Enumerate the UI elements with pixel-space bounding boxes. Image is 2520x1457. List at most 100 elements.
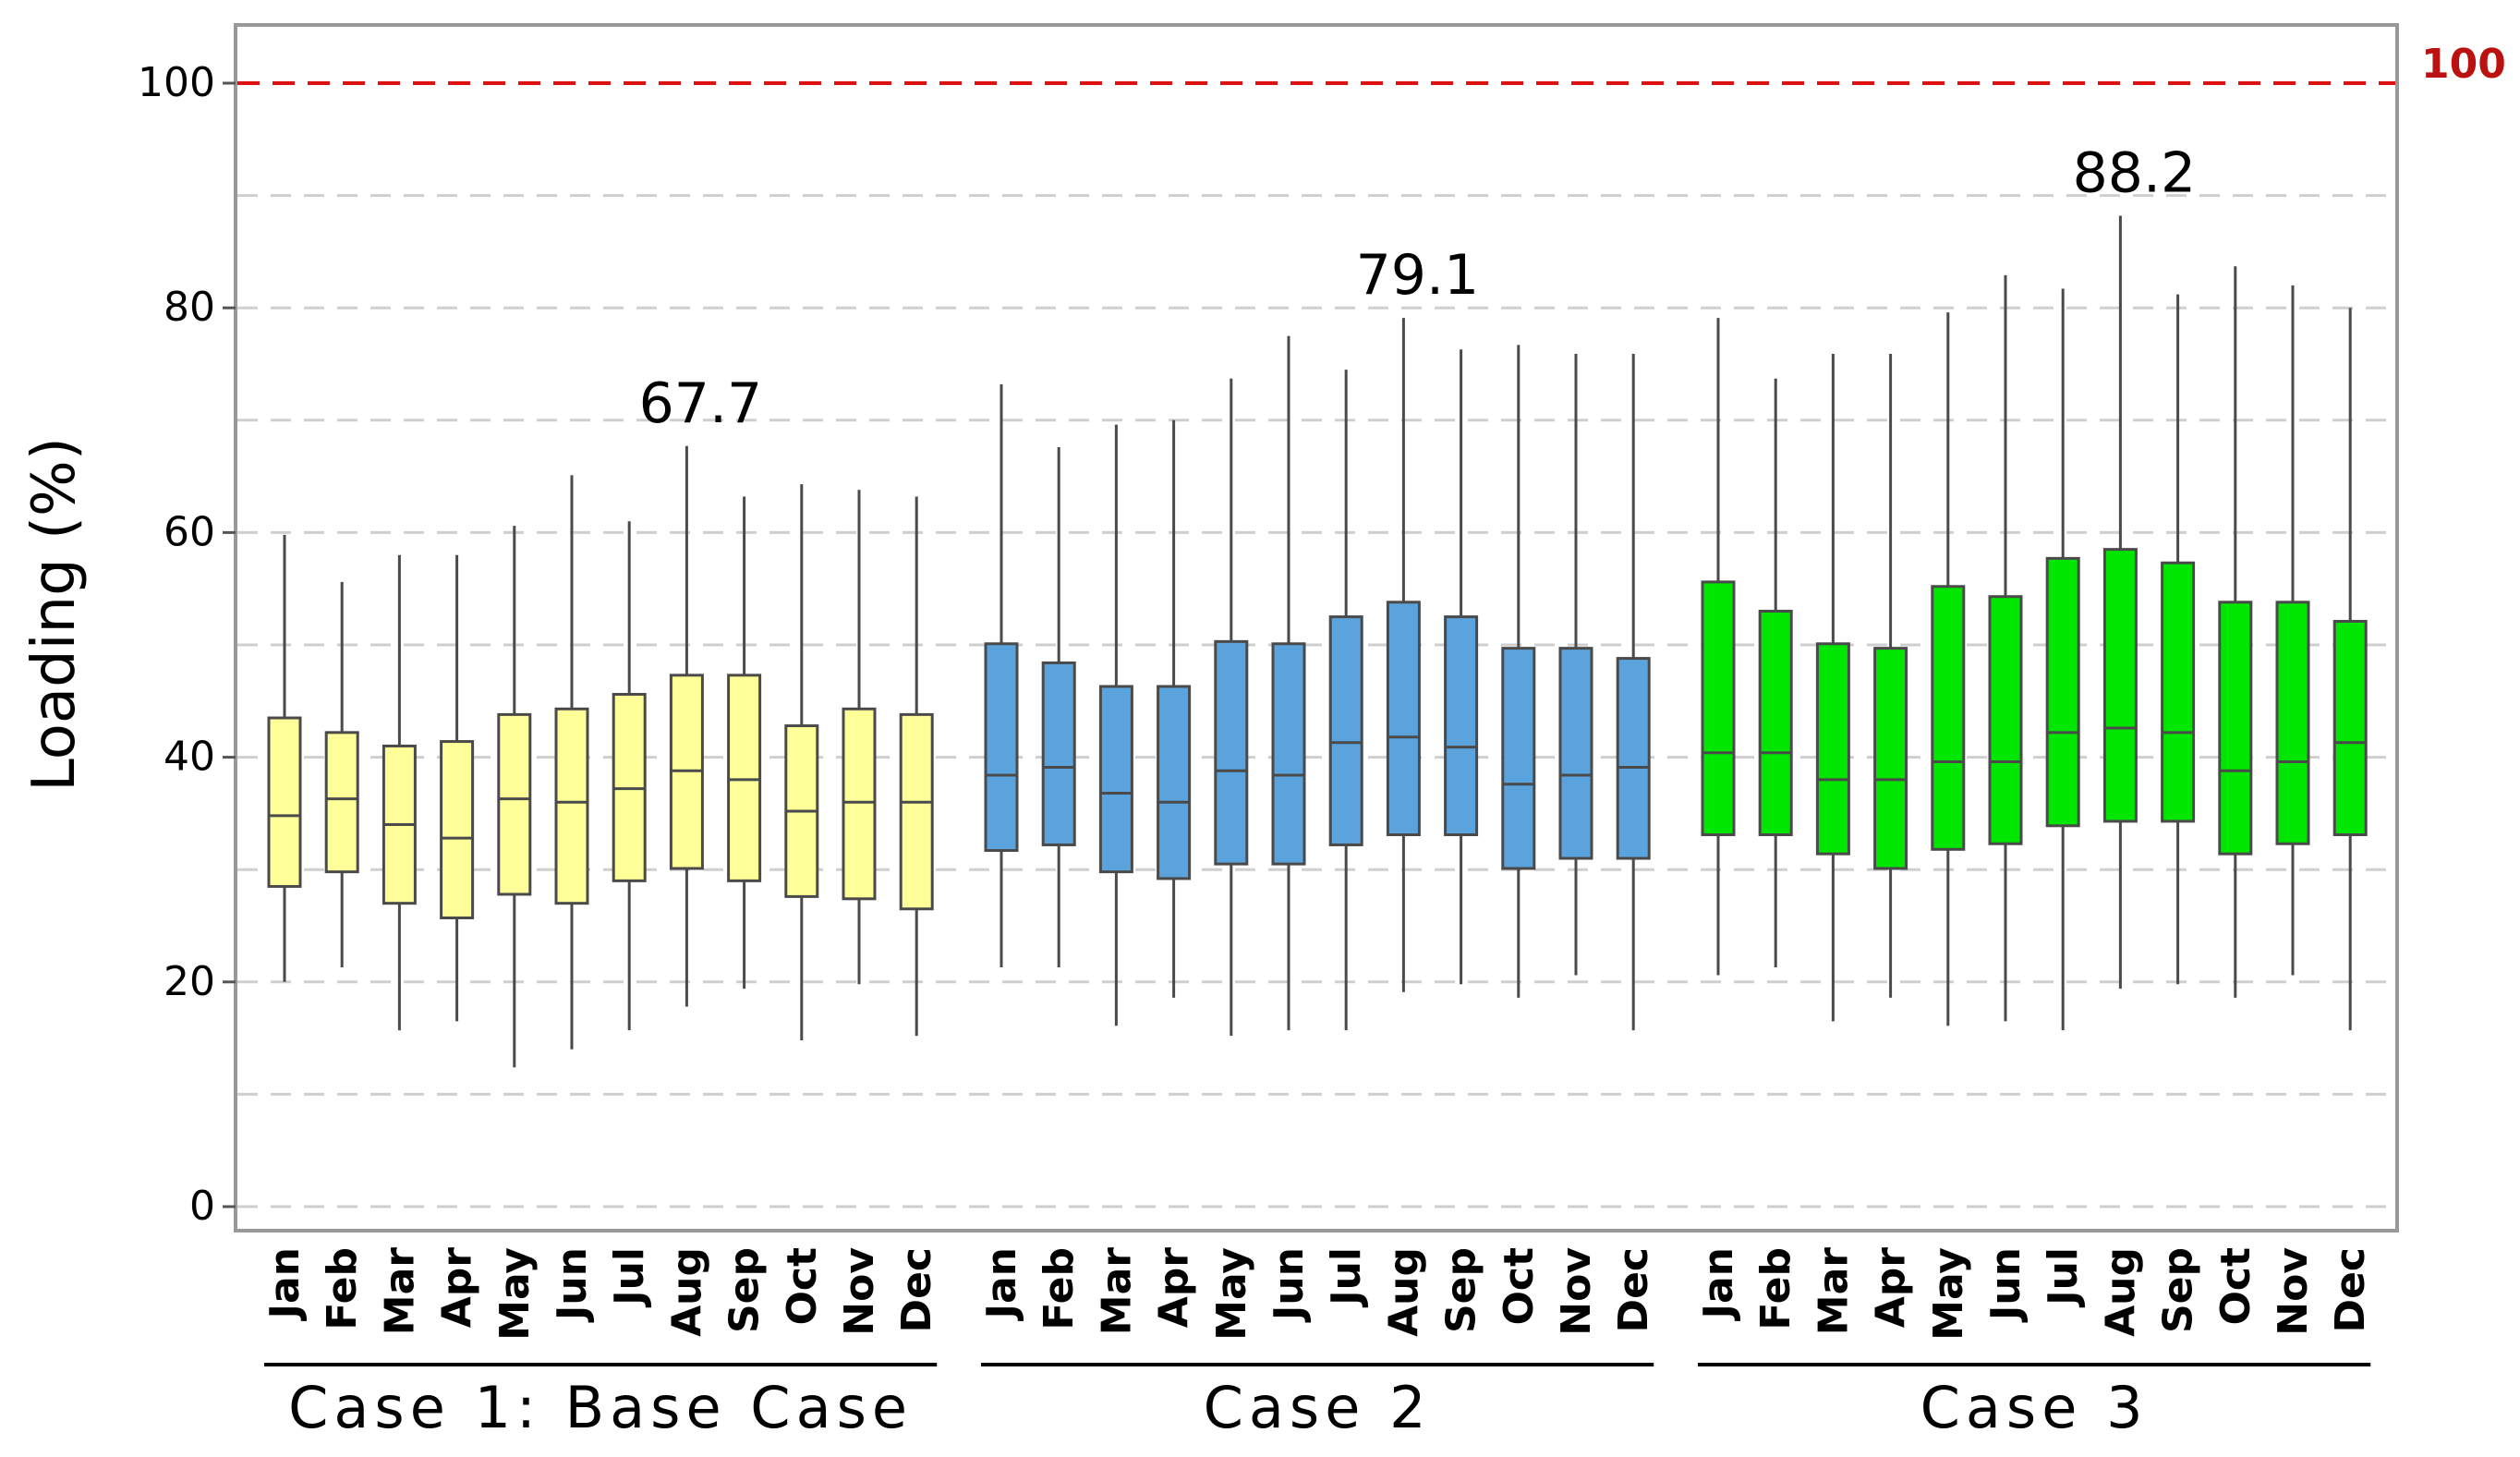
plot-frame <box>234 23 2399 1232</box>
month-label: Aug <box>1380 1247 1427 1337</box>
y-tick-label: 0 <box>189 1183 215 1230</box>
box-case-2-nov <box>1558 354 1593 976</box>
month-label: May <box>491 1247 539 1341</box>
iqr-box <box>1988 595 2023 845</box>
iqr-box <box>554 707 589 905</box>
y-tick-label: 20 <box>164 958 215 1005</box>
iqr-box <box>440 740 475 919</box>
iqr-box <box>1444 615 1479 837</box>
month-label: Apr <box>1868 1247 1915 1329</box>
box-case-3-oct <box>2218 266 2253 998</box>
box-case-3-jul <box>2045 288 2080 1031</box>
iqr-box <box>899 712 934 911</box>
box-case-2-may <box>1214 378 1249 1037</box>
month-label: Sep <box>2155 1247 2202 1333</box>
boxes <box>267 215 2368 1068</box>
iqr-box <box>1501 647 1536 870</box>
box-case-2-oct <box>1501 345 1536 998</box>
iqr-box <box>1041 661 1076 846</box>
box-case-1-base-case-dec <box>899 496 934 1037</box>
iqr-box <box>267 716 302 888</box>
box-case-1-base-case-jul <box>612 521 647 1031</box>
box-case-1-base-case-jan <box>267 534 302 982</box>
iqr-box <box>1873 647 1908 870</box>
month-label: Jun <box>1982 1247 2029 1323</box>
iqr-box <box>1758 610 1793 837</box>
month-label: Nov <box>2270 1247 2317 1336</box>
annotations: 67.7 79.1 88.2 <box>639 140 2197 435</box>
group-label: Case 3 <box>1920 1374 2149 1441</box>
iqr-box <box>1931 585 1966 851</box>
reference-line-group: 100 <box>237 41 2506 88</box>
month-label: Jul <box>1323 1247 1370 1308</box>
month-label: Mar <box>1810 1247 1857 1335</box>
box-case-2-dec <box>1616 354 1651 1031</box>
box-case-1-base-case-may <box>497 526 532 1068</box>
y-tick-label: 40 <box>164 734 215 781</box>
box-case-2-mar <box>1098 424 1133 1026</box>
box-case-3-aug <box>2102 215 2138 990</box>
month-label: Jul <box>606 1247 653 1308</box>
month-label: Aug <box>2097 1247 2144 1337</box>
box-case-3-may <box>1931 312 1966 1026</box>
y-axis-ticks: 0 20 40 60 80 100 <box>138 59 236 1230</box>
box-case-1-base-case-apr <box>440 554 475 1022</box>
month-label: Mar <box>1093 1247 1140 1335</box>
month-label: Apr <box>1151 1247 1198 1329</box>
month-label: Feb <box>1036 1247 1083 1330</box>
box-case-1-base-case-feb <box>324 581 359 967</box>
box-case-1-base-case-oct <box>784 484 819 1041</box>
iqr-box <box>727 674 762 882</box>
month-label: May <box>1925 1247 1972 1341</box>
iqr-box <box>324 731 359 874</box>
y-tick-label: 100 <box>138 59 215 106</box>
box-case-3-nov <box>2275 285 2310 976</box>
month-label: Apr <box>434 1247 481 1329</box>
group-label: Case 2 <box>1204 1374 1432 1441</box>
box-case-3-dec <box>2332 308 2368 1031</box>
iqr-box <box>2045 556 2080 828</box>
month-label: Feb <box>319 1247 366 1330</box>
month-label: Jan <box>1695 1247 1742 1321</box>
box-case-2-apr <box>1157 419 1192 998</box>
box-case-1-base-case-nov <box>842 490 877 985</box>
iqr-box <box>1157 685 1192 880</box>
gridlines <box>237 194 2395 1208</box>
box-case-1-base-case-jun <box>554 475 589 1050</box>
iqr-box <box>1271 642 1306 866</box>
iqr-box <box>2161 561 2196 823</box>
month-label: Oct <box>2212 1247 2260 1326</box>
box-case-3-jan <box>1701 318 1736 976</box>
month-label: Oct <box>1496 1247 1543 1326</box>
box-case-3-sep <box>2161 294 2196 985</box>
reference-line-label: 100 <box>2421 41 2506 88</box>
y-tick-label: 60 <box>164 508 215 555</box>
month-label: Aug <box>663 1247 710 1337</box>
iqr-box <box>1214 639 1249 866</box>
iqr-box <box>1098 685 1133 874</box>
box-case-2-jan <box>984 383 1019 967</box>
month-label: Dec <box>2327 1247 2374 1332</box>
box-case-3-jun <box>1988 274 2023 1022</box>
month-label: Dec <box>893 1247 940 1332</box>
month-label: Nov <box>1553 1247 1600 1336</box>
box-case-3-mar <box>1815 354 1850 1022</box>
month-label: Mar <box>376 1247 423 1335</box>
iqr-box <box>984 642 1019 853</box>
month-label: May <box>1208 1247 1255 1341</box>
y-tick-label: 80 <box>164 284 215 331</box>
iqr-box <box>1815 642 1850 856</box>
group-label: Case 1: Base Case <box>288 1374 913 1441</box>
iqr-box <box>842 707 877 901</box>
month-label: Jan <box>261 1247 309 1321</box>
month-label: Feb <box>1752 1247 1799 1330</box>
iqr-box <box>1386 601 1421 837</box>
month-label: Sep <box>1438 1247 1485 1333</box>
box-case-1-base-case-sep <box>727 496 762 990</box>
box-case-3-feb <box>1758 378 1793 967</box>
max-annotation: 79.1 <box>1356 243 1480 308</box>
iqr-box <box>2102 548 2138 823</box>
iqr-box <box>1616 657 1651 860</box>
